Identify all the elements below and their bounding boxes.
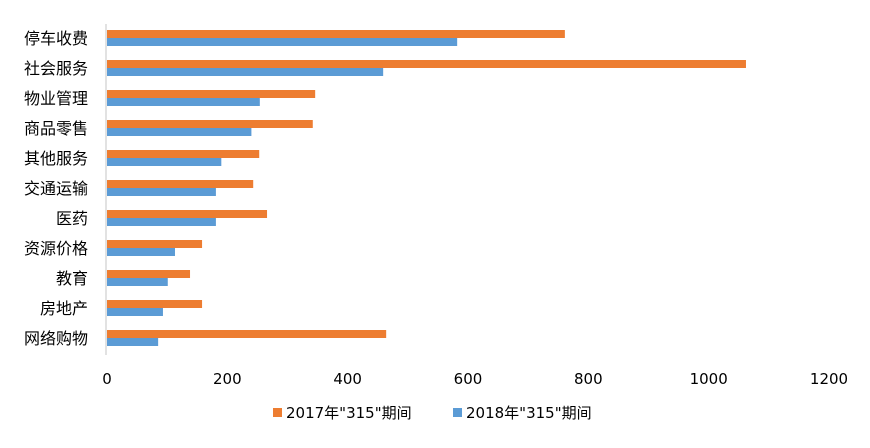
bar-2017 <box>107 120 313 128</box>
category-label: 物业管理 <box>24 89 88 108</box>
bar-2017 <box>107 150 260 158</box>
x-tick-label: 600 <box>454 370 483 388</box>
bar-2018 <box>107 338 159 346</box>
bar-2017 <box>107 210 268 218</box>
x-tick-label: 1000 <box>690 370 728 388</box>
bar-2018 <box>107 308 163 316</box>
bar-2017 <box>107 270 191 278</box>
bar-2017 <box>107 300 203 308</box>
bar-2018 <box>107 278 168 286</box>
legend-label: 2018年"315"期间 <box>466 404 592 422</box>
category-label: 资源价格 <box>24 239 88 258</box>
category-label: 其他服务 <box>24 149 88 168</box>
bar-2018 <box>107 218 216 226</box>
category-label: 社会服务 <box>24 59 88 78</box>
bar-2018 <box>107 128 252 136</box>
bar-2017 <box>107 90 316 98</box>
bar-2018 <box>107 68 384 76</box>
legend-label: 2017年"315"期间 <box>286 404 412 422</box>
legend-swatch <box>273 408 282 417</box>
bar-2018 <box>107 188 216 196</box>
x-tick-label: 200 <box>213 370 242 388</box>
bar-2018 <box>107 98 260 106</box>
legend-swatch <box>453 408 462 417</box>
bar-2018 <box>107 248 175 256</box>
category-label: 停车收费 <box>24 29 88 48</box>
bar-2017 <box>107 30 565 38</box>
bar-2018 <box>107 38 458 46</box>
x-tick-label: 400 <box>333 370 362 388</box>
category-label: 商品零售 <box>24 119 88 138</box>
category-label: 教育 <box>56 269 88 288</box>
category-label: 医药 <box>56 209 88 228</box>
bar-2017 <box>107 180 254 188</box>
bar-2017 <box>107 330 387 338</box>
category-label: 房地产 <box>40 299 88 318</box>
bar-2017 <box>107 60 746 68</box>
bar-2018 <box>107 158 222 166</box>
category-label: 网络购物 <box>24 329 88 348</box>
x-tick-label: 800 <box>574 370 603 388</box>
x-tick-label: 0 <box>102 370 112 388</box>
x-tick-label: 1200 <box>810 370 848 388</box>
bar-2017 <box>107 240 203 248</box>
category-label: 交通运输 <box>24 179 88 198</box>
